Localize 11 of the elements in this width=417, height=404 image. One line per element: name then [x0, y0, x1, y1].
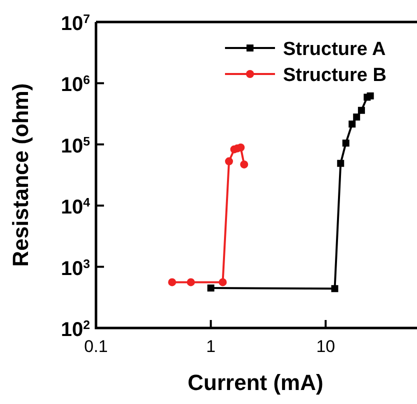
- y-tick-label: 10$^{7}$: [60, 12, 90, 35]
- y-tick-label: 10$^{6}$: [60, 73, 90, 96]
- y-tick-label: 10$^{5}$: [60, 134, 90, 158]
- x-axis-title: Current (mA): [188, 370, 324, 395]
- x-tick-label: 10: [316, 337, 336, 356]
- y-tick-label: 10$^{4}$: [60, 196, 90, 219]
- legend-label: Structure B: [283, 65, 386, 86]
- y-axis-title: Resistance (ohm): [8, 83, 33, 267]
- y-tick-label: 10$^{3}$: [60, 256, 90, 280]
- legend-label: Structure A: [283, 39, 386, 60]
- x-tick-label: 1: [206, 337, 216, 356]
